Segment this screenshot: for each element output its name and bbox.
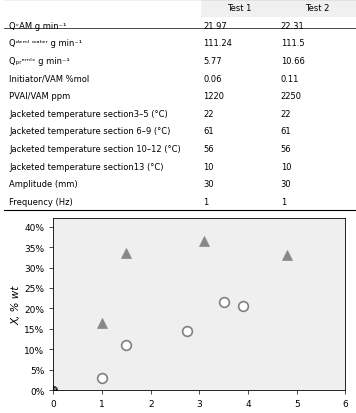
Y-axis label: X, % wt: X, % wt [11,285,21,324]
